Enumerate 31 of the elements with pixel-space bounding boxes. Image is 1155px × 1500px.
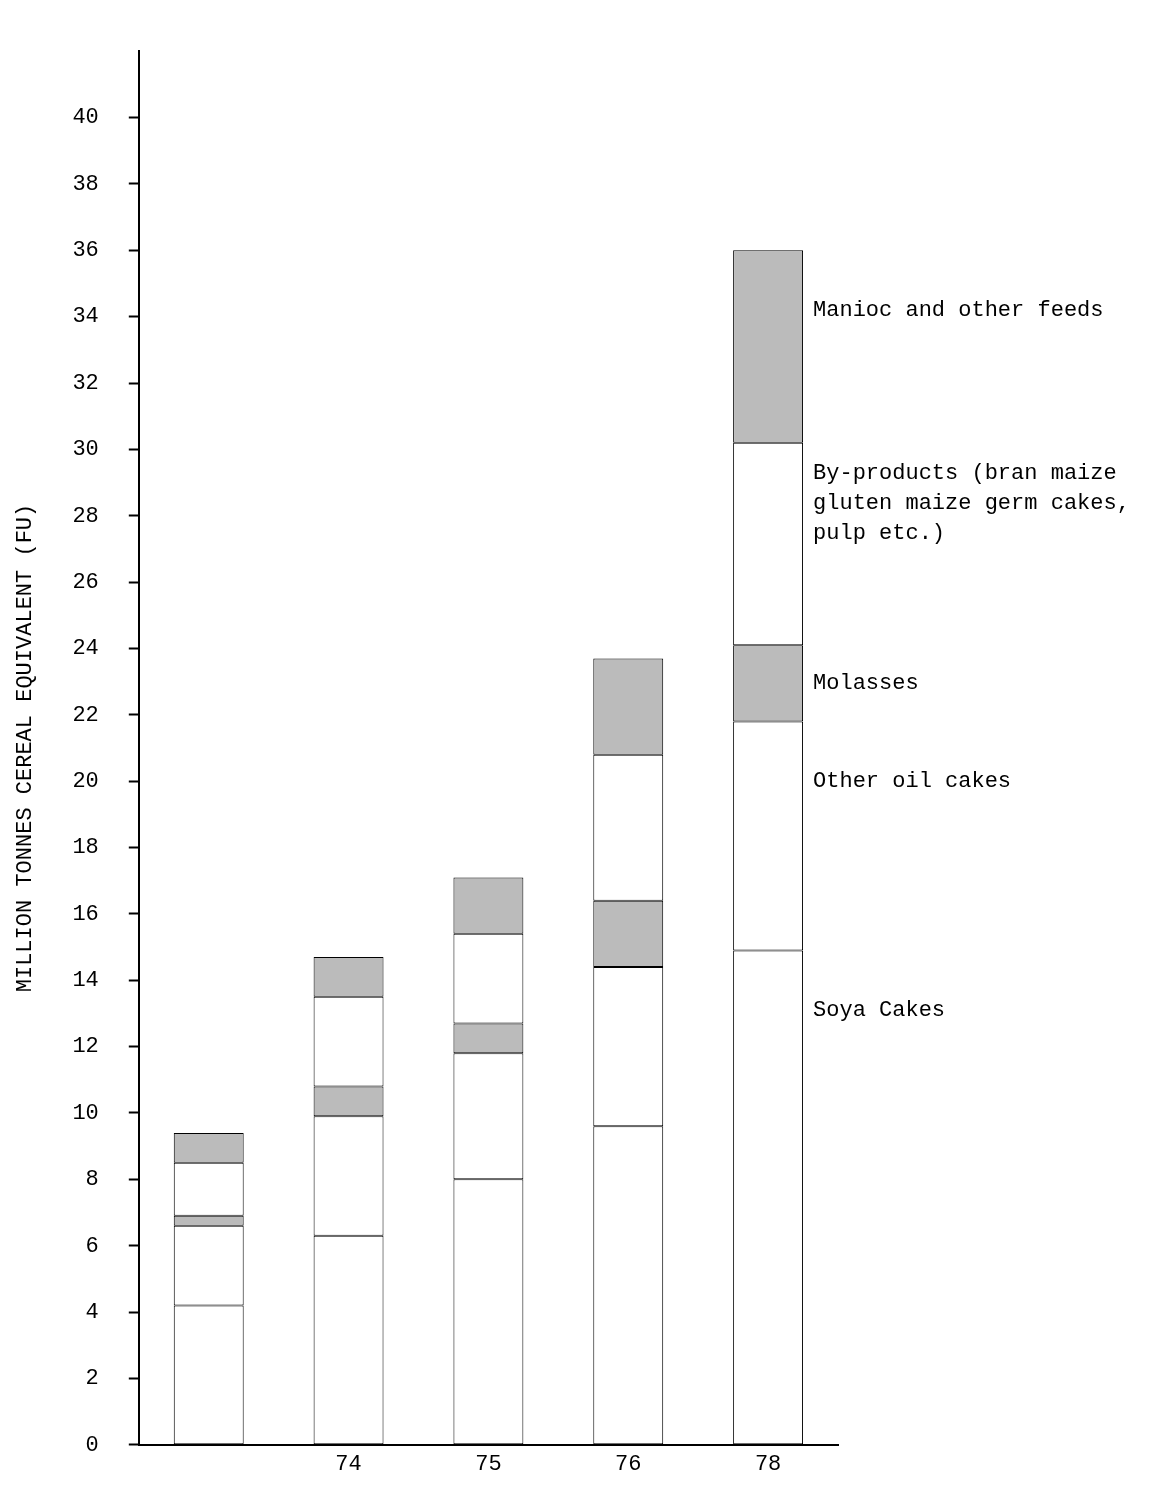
y-tick-label: 12 [72,1034,99,1060]
y-tick-label: 18 [72,835,99,861]
x-tick-label: 76 [615,1451,642,1477]
y-tick-label: 16 [72,901,99,927]
y-tick-label: 40 [72,105,99,131]
series-label: Other oil cakes [813,769,1012,795]
y-tick-label: 2 [85,1366,99,1392]
x-tick-label: 75 [475,1451,502,1477]
y-tick-label: 4 [85,1299,99,1325]
series-label: Soya Cakes [813,998,946,1024]
series-label: Manioc and other feeds [813,298,1104,324]
y-tick-label: 38 [72,171,99,197]
series-label: Molasses [813,671,919,697]
y-tick-label: 22 [72,702,99,728]
y-tick-label: 8 [85,1167,99,1193]
y-tick-label: 30 [72,437,99,463]
y-tick-label: 24 [72,636,99,662]
y-tick-label: 32 [72,370,99,396]
y-tick-label: 10 [72,1100,99,1126]
x-tick-label: 74 [335,1451,362,1477]
y-tick-label: 14 [72,968,99,994]
y-tick-label: 0 [85,1432,99,1458]
series-label: By-products (bran maize gluten maize germ cakes, pulp etc.) [813,460,1130,546]
y-tick-label: 34 [72,304,99,330]
y-axis-title: MILLION TONNES CEREAL EQUIVALENT (FU) [13,503,39,993]
y-tick-label: 6 [85,1233,99,1259]
y-tick-label: 20 [72,769,99,795]
y-tick-label: 26 [72,569,99,595]
x-tick-label: 78 [754,1451,782,1477]
y-tick-label: 36 [72,238,99,264]
y-tick-label: 28 [72,503,99,529]
